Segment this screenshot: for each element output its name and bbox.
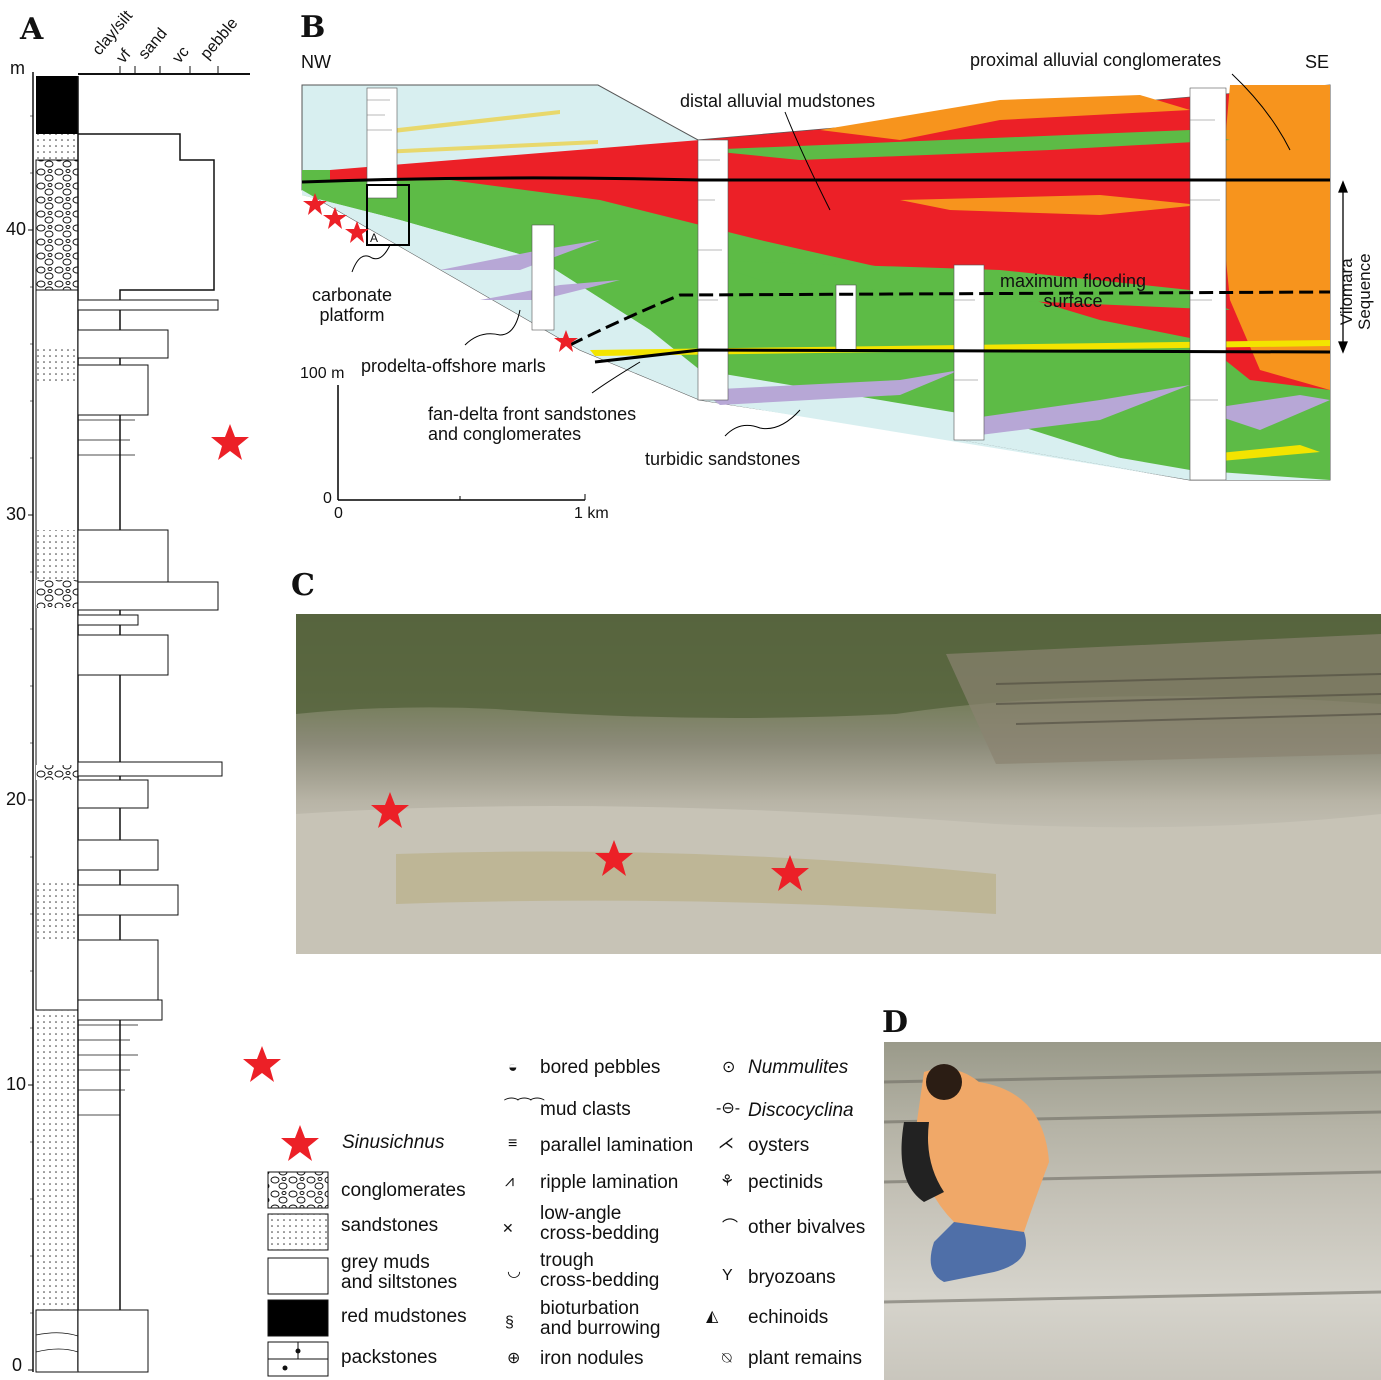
nw-label: NW: [301, 52, 331, 72]
column-marker: A: [370, 231, 379, 245]
depth-tick-30: 30: [6, 504, 27, 524]
legend-sinusichnus: Sinusichnus: [342, 1132, 445, 1153]
label-prodelta-marls: prodelta-offshore marls: [361, 356, 546, 376]
panel-letter-d: D: [882, 1005, 909, 1040]
column-unit: m: [10, 58, 25, 78]
legend-mud-clasts: mud clasts: [540, 1099, 631, 1120]
panel-letter-b: B: [300, 10, 326, 45]
nummulites-icon: ⊙: [722, 1059, 736, 1076]
legend-bored-pebbles: bored pebbles: [540, 1057, 661, 1078]
label-fan-delta: fan-delta front sandstones and conglomer…: [428, 404, 637, 444]
label-vilomara-sequence: Vilomara Sequence: [1337, 253, 1374, 330]
outcrop-photo: [296, 614, 1381, 954]
depth-tick-20: 20: [6, 789, 27, 809]
parallel-lamination-icon: ≡: [508, 1135, 518, 1152]
legend-nummulites: Nummulites: [748, 1057, 849, 1078]
bored-pebbles-icon: ◒: [508, 1059, 518, 1076]
legend-packstones: packstones: [341, 1347, 438, 1368]
bryozoans-icon: Y: [722, 1267, 733, 1284]
label-turbidic-sandstones: turbidic sandstones: [645, 449, 801, 469]
legend-grey-muds: grey muds and siltstones: [341, 1252, 458, 1293]
legend-iron-nodules: iron nodules: [540, 1348, 644, 1369]
panel-letter-c: C: [291, 568, 315, 603]
scale-1km: 1 km: [574, 505, 609, 522]
bioturbation-icon: §: [505, 1314, 514, 1331]
stratigraphic-column: [28, 66, 281, 1373]
low-angle-icon: ✕: [502, 1220, 514, 1236]
depth-tick-40: 40: [6, 219, 27, 239]
echinoids-icon: ◭: [706, 1308, 719, 1325]
legend-conglomerates: conglomerates: [341, 1180, 466, 1201]
trough-icon: ◡: [507, 1263, 521, 1280]
field-photo: [884, 1042, 1381, 1380]
legend-oysters: oysters: [748, 1135, 810, 1156]
depth-tick-0: 0: [12, 1355, 23, 1375]
other-bivalves-icon: ⌒: [722, 1219, 739, 1236]
legend-trough: trough cross-bedding: [540, 1250, 660, 1291]
depth-tick-10: 10: [6, 1074, 27, 1094]
legend-sandstones: sandstones: [341, 1215, 439, 1236]
label-max-flooding-surface: maximum flooding surface: [1000, 271, 1147, 311]
cross-section-diagram: [301, 73, 1348, 501]
legend-discocyclina: Discocyclina: [748, 1100, 854, 1121]
label-carbonate-platform: carbonate platform: [312, 285, 393, 325]
scale-100m: 100 m: [300, 365, 345, 382]
scale-zero-v: 0: [323, 490, 332, 507]
label-distal-mudstones: distal alluvial mudstones: [680, 91, 876, 111]
mud-clasts-icon: ⁀⁀⁀: [505, 1099, 544, 1116]
scale-zero-h: 0: [334, 505, 343, 522]
legend-red-mudstones: red mudstones: [341, 1306, 467, 1327]
discocyclina-icon: -⊖-: [716, 1100, 741, 1117]
legend-bryozoans: bryozoans: [748, 1267, 836, 1288]
legend-ripple-lamination: ripple lamination: [540, 1172, 679, 1193]
se-label: SE: [1305, 52, 1330, 72]
ripple-lamination-icon: ⩘: [505, 1173, 515, 1190]
legend-other-bivalves: other bivalves: [748, 1217, 866, 1238]
plant-remains-icon: ⍉: [722, 1350, 732, 1367]
legend-parallel-lamination: parallel lamination: [540, 1135, 694, 1156]
legend-plant-remains: plant remains: [748, 1348, 863, 1369]
panel-letter-a: A: [20, 12, 44, 47]
oysters-icon: ⋌: [718, 1135, 734, 1152]
pectinids-icon: ⚘: [720, 1173, 735, 1190]
legend-low-angle: low-angle cross-bedding: [540, 1203, 660, 1244]
iron-nodules-icon: ⊕: [507, 1350, 521, 1367]
legend-bioturbation: bioturbation and burrowing: [540, 1298, 661, 1339]
legend-echinoids: echinoids: [748, 1307, 829, 1328]
label-proximal-conglomerates: proximal alluvial conglomerates: [970, 50, 1222, 70]
legend-pectinids: pectinids: [748, 1172, 823, 1193]
